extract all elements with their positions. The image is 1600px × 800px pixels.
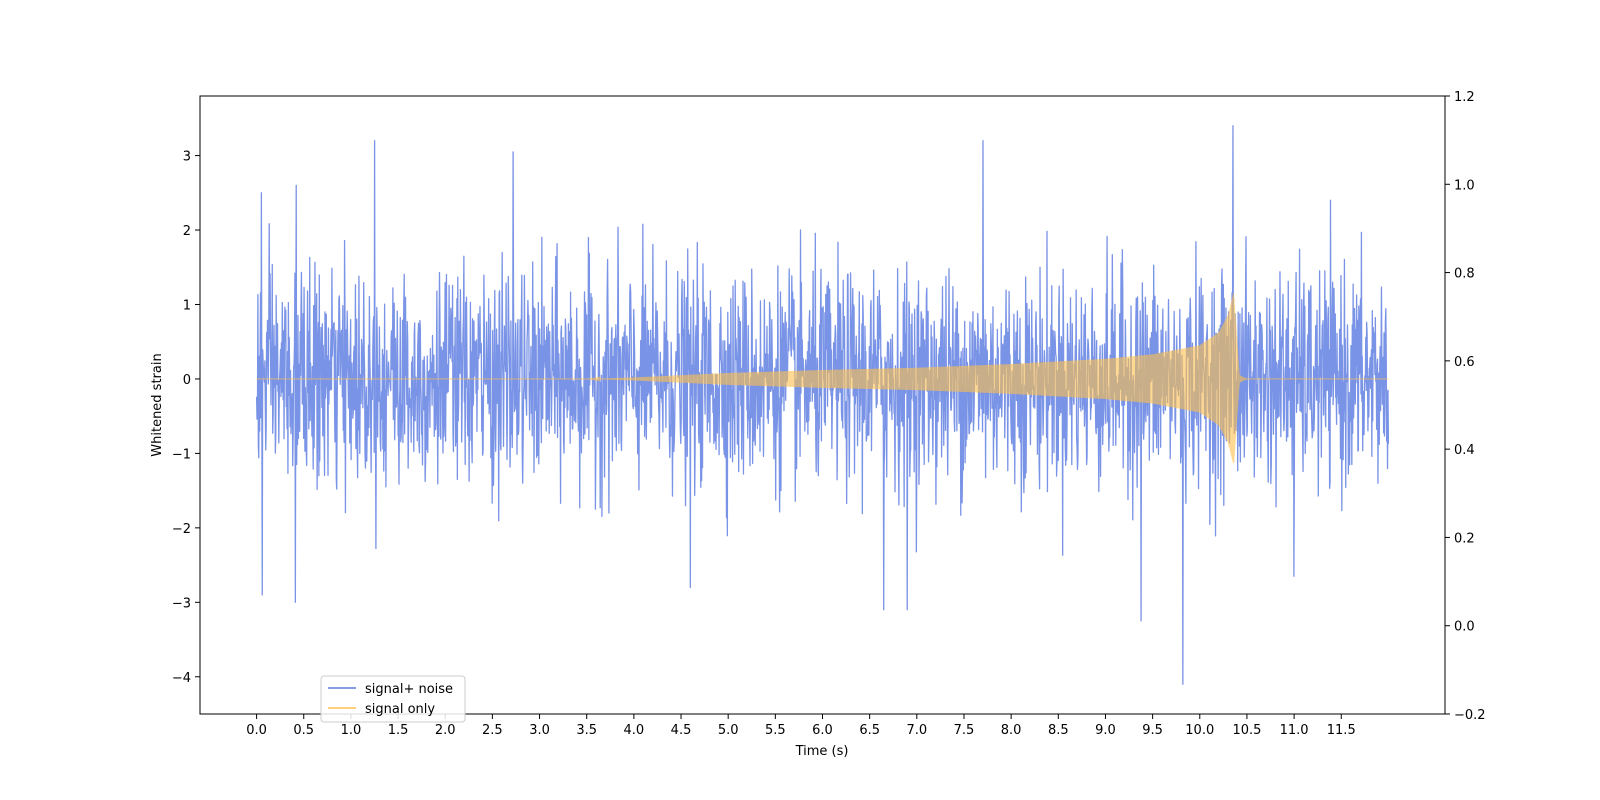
series-signal-only-line [256, 293, 1389, 464]
y-tick-label: −3 [172, 596, 191, 611]
x-tick-label: 9.0 [1095, 723, 1116, 738]
legend-label-signal-noise: signal+ noise [365, 682, 453, 697]
x-axis-label: Time (s) [795, 744, 849, 759]
y-axis-right: 1.2 1.0 0.8 0.6 0.4 0.2 0.0 −0.2 [1445, 90, 1486, 723]
y-axis-left: 3 2 1 0 −1 −2 −3 −4 [172, 150, 200, 686]
x-tick-label: 5.5 [765, 723, 786, 738]
x-tick-label: 8.0 [1001, 723, 1022, 738]
x-tick-label: 7.0 [906, 723, 927, 738]
x-tick-label: 4.0 [624, 723, 645, 738]
y2-tick-label: 1.0 [1454, 178, 1475, 193]
x-tick-label: 4.5 [671, 723, 692, 738]
x-tick-label: 7.5 [954, 723, 975, 738]
y-tick-label: 0 [183, 373, 191, 388]
x-tick-label: 6.0 [812, 723, 833, 738]
y-tick-label: −4 [172, 671, 191, 686]
series-signal-noise-line [255, 125, 1390, 685]
legend: signal+ noise signal only [320, 675, 466, 723]
x-tick-label: 10.5 [1232, 723, 1261, 738]
y2-tick-label: 0.8 [1454, 267, 1475, 282]
y-tick-label: 2 [183, 224, 191, 239]
x-tick-label: 9.5 [1142, 723, 1163, 738]
y2-tick-label: 0.0 [1454, 620, 1475, 635]
x-tick-label: 0.5 [293, 723, 314, 738]
plot-area [255, 125, 1390, 685]
x-tick-label: 5.0 [718, 723, 739, 738]
x-tick-label: 1.0 [341, 723, 362, 738]
x-tick-label: 2.5 [482, 723, 503, 738]
y-axis-label: Whitened strain [150, 353, 165, 456]
x-tick-label: 3.0 [529, 723, 550, 738]
x-tick-label: 11.0 [1280, 723, 1309, 738]
y2-tick-label: −0.2 [1454, 708, 1486, 723]
x-tick-label: 1.5 [388, 723, 409, 738]
y2-tick-label: 0.6 [1454, 355, 1475, 370]
y2-tick-label: 0.4 [1454, 443, 1475, 458]
legend-label-signal-only: signal only [365, 702, 435, 717]
x-tick-label: 2.0 [435, 723, 456, 738]
y-tick-label: 1 [183, 298, 191, 313]
x-axis: 0.0 0.5 1.0 1.5 2.0 2.5 3.0 3.5 4.0 4.5 5.0 5.5 6.0 6… [246, 714, 1356, 738]
x-tick-label: 6.5 [859, 723, 880, 738]
y-tick-label: −2 [172, 522, 191, 537]
y2-tick-label: 0.2 [1454, 531, 1475, 546]
y-tick-label: −1 [172, 447, 191, 462]
y2-tick-label: 1.2 [1454, 90, 1475, 105]
x-tick-label: 0.0 [246, 723, 267, 738]
legend-box [320, 675, 466, 723]
y-tick-label: 3 [183, 150, 191, 165]
x-tick-label: 11.5 [1327, 723, 1356, 738]
x-tick-label: 10.0 [1185, 723, 1214, 738]
x-tick-label: 8.5 [1048, 723, 1069, 738]
x-tick-label: 3.5 [576, 723, 597, 738]
